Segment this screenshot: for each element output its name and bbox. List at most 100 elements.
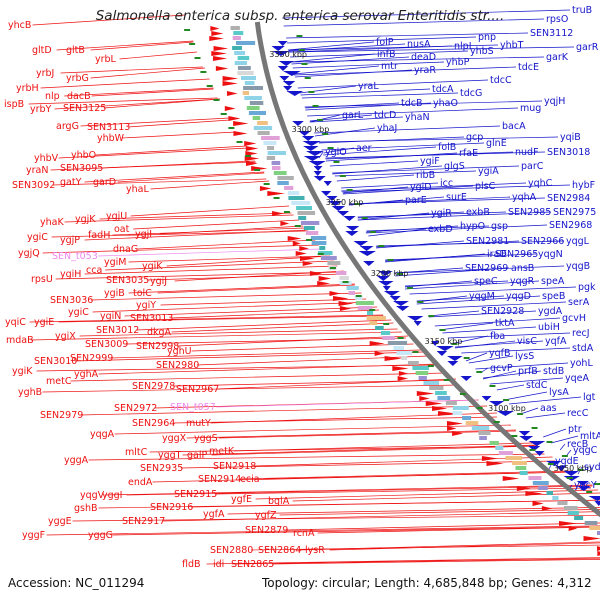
gene-label-right[interactable]: speB [542,291,565,302]
gene-label-right[interactable]: yqgM [469,291,495,302]
gene-label-left[interactable]: oat [114,224,130,235]
gene-label-right[interactable]: nusA [407,39,431,50]
gene-label-right[interactable]: mug [520,103,541,114]
gene-label-left[interactable]: SEN3012 [96,325,139,336]
gene-label-left[interactable]: yggG [88,530,113,541]
gene-label-left[interactable]: yhaL [126,184,149,195]
gene-label-right[interactable]: icc [440,178,453,189]
gene-label-left[interactable]: mdaB [6,335,34,346]
gene-label-right[interactable]: yqfB [489,348,511,359]
gene-label-left[interactable]: metK [209,446,235,457]
gene-label-left[interactable]: ygiC [68,307,89,318]
gene-label-right[interactable]: speA [541,276,565,287]
gene-label-right[interactable]: SEN2965 [495,249,538,260]
gene-label-left[interactable]: ygiX [55,331,76,342]
gene-label-right[interactable]: nudF [515,147,539,158]
gene-label-right[interactable]: lysA [549,387,569,398]
gene-label-left[interactable]: SEN2916 [150,502,193,513]
gene-label-right[interactable]: ygcY [574,480,597,491]
gene-label-right[interactable]: tdcD [374,110,396,121]
gene-label-right[interactable]: aas [540,403,557,414]
gene-label-right[interactable]: SEN2975 [553,207,596,218]
gene-label-left[interactable]: mutY [186,418,211,429]
gene-label-right[interactable]: iraD [487,249,507,260]
gene-label-right[interactable]: yqgR [510,276,535,287]
gene-label-right[interactable]: yqiB [560,132,581,143]
gene-label-left[interactable]: ygiN [100,311,121,322]
gene-label-left[interactable]: ygjK [75,214,96,225]
gene-label-right[interactable]: tdcG [460,88,482,99]
gene-label-right[interactable]: ygiF [420,156,440,167]
gene-label-right[interactable]: visC [517,336,537,347]
gene-label-left[interactable]: yqgV [80,490,105,501]
gene-label-left[interactable]: yhbV [34,153,59,164]
gene-label-right[interactable]: yqhA [512,192,537,203]
gene-label-right[interactable]: infB [377,49,396,60]
gene-label-right[interactable]: yraL [358,81,379,92]
gene-label-left[interactable]: yrbH [16,83,39,94]
gene-label-right[interactable]: truB [572,5,592,16]
gene-label-left[interactable]: SEN_t057 [170,402,216,413]
gene-label-right[interactable]: mtr [381,61,398,72]
gene-label-right[interactable]: gcvH [562,313,586,324]
gene-label-right[interactable]: SEN2928 [481,306,524,317]
gene-label-left[interactable]: ygjI [135,229,152,240]
gene-label-left[interactable]: SEN3092 [12,180,55,191]
gene-label-right[interactable]: ptr [568,424,582,435]
gene-label-left[interactable]: gltD [32,45,52,56]
gene-label-left[interactable]: SEN2917 [122,516,165,527]
gene-label-left[interactable]: yghA [74,369,99,380]
gene-label-right[interactable]: SEN3112 [530,28,573,39]
gene-label-left[interactable]: yhbO [71,150,96,161]
gene-label-left[interactable]: fadH [88,230,110,241]
gene-label-left[interactable]: ygiB [104,288,125,299]
gene-label-left[interactable]: yrbY [30,104,52,115]
gene-label-left[interactable]: SEN2979 [40,410,83,421]
gene-label-left[interactable]: yqgA [90,429,115,440]
gene-label-left[interactable]: gatY [60,177,82,188]
gene-label-right[interactable]: yqhC [528,178,553,189]
gene-label-left[interactable]: SEN2999 [70,353,113,364]
gene-label-left[interactable]: ygiJ [150,276,167,287]
gene-label-right[interactable]: folP [376,37,394,48]
gene-label-left[interactable]: SEN3095 [60,163,103,174]
gene-label-right[interactable]: SEN2966 [521,236,564,247]
gene-label-right[interactable]: aer [356,143,372,154]
gene-label-right[interactable]: deaD [411,52,436,63]
gene-label-left[interactable]: yrbG [66,73,89,84]
gene-label-left[interactable]: yggE [48,516,72,527]
gene-label-right[interactable]: recJ [572,328,590,339]
gene-label-right[interactable]: garL [342,110,364,121]
gene-label-left[interactable]: yggS [194,433,218,444]
gene-label-right[interactable]: stdC [526,380,548,391]
gene-label-left[interactable]: ygfE [231,494,252,505]
gene-label-left[interactable]: yghU [167,346,192,357]
gene-label-left[interactable]: ecia [240,474,260,485]
gene-label-left[interactable]: idi [213,559,224,570]
gene-label-left[interactable]: yggT [158,450,182,461]
gene-label-left[interactable]: SEN_t053 [52,251,98,262]
gene-label-left[interactable]: nlp [45,91,60,102]
gene-label-left[interactable]: yhaK [40,217,64,228]
left-gene-labels[interactable]: yhcB gltD gltB yrbL yrbJ yrbG yrbH nlp dacB ispB y… [4,20,325,570]
gene-label-left[interactable]: yhcB [8,20,31,31]
gene-label-right[interactable]: yhbS [470,46,494,57]
gene-label-left[interactable]: ygiK [142,261,163,272]
gene-label-right[interactable]: lgt [583,392,596,403]
gene-label-right[interactable]: ygiO [325,147,347,158]
gene-label-left[interactable]: ygfA [203,509,225,520]
gene-label-left[interactable]: SEN3013 [130,313,173,324]
gene-label-right[interactable]: prfB [518,366,538,377]
gene-label-right[interactable]: yhaJ [377,123,397,134]
gene-label-right[interactable]: yqgL [566,236,590,247]
gene-label-left[interactable]: SEN2918 [213,461,256,472]
gene-label-left[interactable]: rpsU [31,274,53,285]
gene-label-right[interactable]: hypO [460,221,485,232]
gene-label-left[interactable]: mltC [125,447,148,458]
gene-label-right[interactable]: yhaN [405,112,430,123]
gene-label-right[interactable]: yqeA [565,373,589,384]
gene-label-left[interactable]: ygiK [12,366,33,377]
gene-label-right[interactable]: pnp [478,32,496,43]
gene-label-right[interactable]: speC [474,276,498,287]
gene-label-right[interactable]: ygdE [555,456,579,467]
